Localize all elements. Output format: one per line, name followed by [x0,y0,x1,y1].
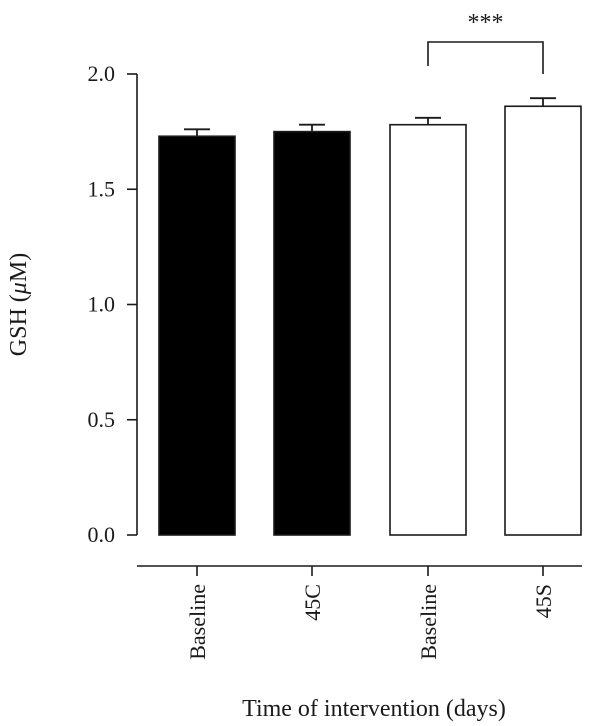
significance-label: *** [468,10,504,36]
bar-2 [273,130,351,536]
y-tick-label: 2.0 [88,61,116,86]
x-ticks: Baseline 45C Baseline 45S [185,566,556,660]
y-axis-title: GSH (μM) [6,253,32,356]
x-tick-label: 45S [531,584,556,618]
bar-3 [389,123,467,536]
x-axis-title: Time of intervention (days) [242,696,506,722]
bar-4 [504,105,582,536]
y-tick-label: 1.0 [88,292,116,317]
bars [158,105,582,536]
x-tick-label: 45C [300,584,325,621]
y-tick-label: 0.0 [88,522,116,547]
y-tick-label: 1.5 [88,176,116,201]
y-axis-title-unit-mu: μ [6,282,32,295]
significance-bracket: *** [427,10,544,74]
x-tick-label: Baseline [185,584,210,660]
x-tick-label: Baseline [416,584,441,660]
y-tick-label: 0.5 [88,407,116,432]
bar-1 [158,135,236,536]
significance-bracket-line [427,41,544,74]
y-axis-title-prefix: GSH ( [6,294,32,356]
error-bars [184,97,556,137]
y-ticks: 0.0 0.5 1.0 1.5 2.0 [88,61,137,547]
y-axis-title-suffix: M) [6,253,32,282]
